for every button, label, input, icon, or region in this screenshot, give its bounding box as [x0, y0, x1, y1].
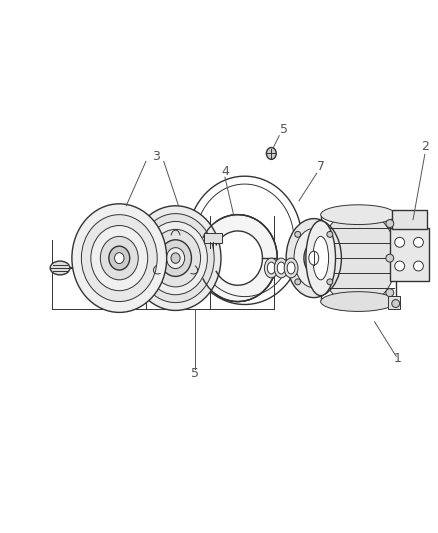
Text: 5: 5	[191, 367, 199, 380]
Text: 1: 1	[394, 352, 402, 365]
Ellipse shape	[267, 262, 275, 274]
Text: 3: 3	[152, 150, 160, 163]
Text: 2: 2	[421, 140, 429, 153]
Ellipse shape	[324, 215, 393, 302]
Ellipse shape	[166, 248, 185, 269]
Circle shape	[395, 237, 405, 247]
Ellipse shape	[198, 215, 277, 302]
Ellipse shape	[321, 213, 395, 303]
Ellipse shape	[109, 246, 130, 270]
Circle shape	[386, 220, 394, 228]
Ellipse shape	[213, 230, 262, 286]
Ellipse shape	[321, 212, 396, 304]
Circle shape	[413, 261, 424, 271]
FancyBboxPatch shape	[390, 228, 429, 281]
Ellipse shape	[115, 253, 124, 263]
Text: 7: 7	[317, 160, 325, 173]
Text: 4: 4	[221, 165, 229, 177]
Ellipse shape	[277, 262, 285, 274]
Ellipse shape	[198, 215, 277, 302]
Ellipse shape	[50, 261, 70, 275]
Ellipse shape	[265, 258, 278, 278]
Circle shape	[386, 289, 394, 296]
Circle shape	[327, 279, 333, 285]
Circle shape	[327, 231, 333, 237]
Circle shape	[392, 300, 400, 308]
Polygon shape	[388, 296, 400, 310]
Ellipse shape	[323, 214, 394, 303]
Circle shape	[295, 231, 301, 237]
Ellipse shape	[171, 253, 180, 263]
Circle shape	[413, 237, 424, 247]
Ellipse shape	[284, 258, 298, 278]
Ellipse shape	[321, 205, 396, 224]
Ellipse shape	[81, 215, 157, 302]
Circle shape	[395, 261, 405, 271]
Ellipse shape	[137, 214, 214, 303]
Ellipse shape	[266, 148, 276, 159]
Ellipse shape	[130, 206, 221, 310]
Ellipse shape	[160, 240, 191, 277]
Ellipse shape	[213, 230, 262, 286]
Ellipse shape	[286, 219, 342, 297]
Ellipse shape	[287, 262, 295, 274]
Ellipse shape	[144, 222, 207, 295]
Text: 5: 5	[280, 123, 288, 136]
Ellipse shape	[309, 251, 319, 265]
Ellipse shape	[313, 237, 328, 280]
Circle shape	[295, 279, 301, 285]
Ellipse shape	[306, 221, 336, 296]
Ellipse shape	[304, 243, 324, 273]
FancyBboxPatch shape	[204, 233, 222, 243]
Ellipse shape	[100, 237, 138, 280]
FancyBboxPatch shape	[392, 210, 427, 229]
Circle shape	[386, 254, 394, 262]
Ellipse shape	[321, 292, 396, 311]
Ellipse shape	[294, 229, 333, 288]
Ellipse shape	[91, 225, 148, 290]
Ellipse shape	[151, 229, 201, 287]
Ellipse shape	[274, 258, 288, 278]
Ellipse shape	[72, 204, 167, 312]
Ellipse shape	[320, 211, 397, 305]
